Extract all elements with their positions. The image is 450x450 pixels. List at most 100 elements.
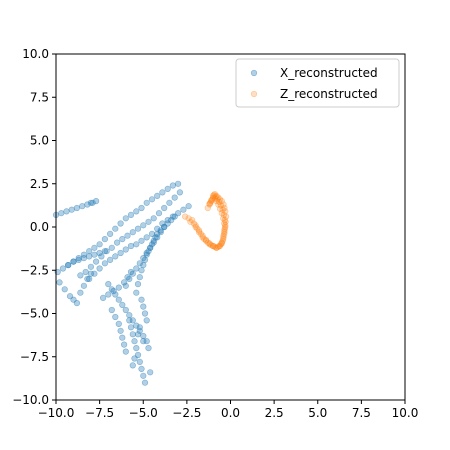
series-Z_reconstructed — [182, 191, 229, 250]
point-Z_reconstructed-63 — [221, 231, 227, 237]
point-X_reconstructed-59 — [123, 247, 129, 253]
point-X_reconstructed-55 — [102, 261, 108, 267]
point-X_reconstructed-28 — [160, 190, 166, 196]
x-tick-label: 10.0 — [392, 406, 419, 420]
point-X_reconstructed-166 — [106, 292, 112, 298]
point-X_reconstructed-164 — [116, 285, 122, 291]
point-X_reconstructed-152 — [142, 311, 148, 317]
point-X_reconstructed-91 — [109, 307, 115, 313]
point-X_reconstructed-16 — [97, 242, 103, 248]
point-X_reconstructed-19 — [113, 226, 119, 232]
point-X_reconstructed-89 — [85, 276, 91, 282]
point-X_reconstructed-160 — [147, 370, 153, 376]
point-X_reconstructed-9 — [93, 198, 99, 204]
point-X_reconstructed-134 — [151, 240, 157, 246]
legend-marker-Z_reconstructed — [251, 91, 257, 97]
y-tick-label: −10.0 — [12, 393, 49, 407]
x-tick-label: −2.5 — [172, 406, 201, 420]
point-X_reconstructed-5 — [79, 203, 85, 209]
point-X_reconstructed-161 — [128, 269, 134, 275]
point-X_reconstructed-63 — [144, 235, 150, 241]
point-X_reconstructed-102 — [134, 345, 140, 351]
point-X_reconstructed-24 — [139, 205, 145, 211]
point-X_reconstructed-31 — [175, 181, 181, 187]
point-X_reconstructed-40 — [120, 236, 126, 242]
point-X_reconstructed-142 — [120, 302, 126, 308]
point-X_reconstructed-73 — [60, 266, 66, 272]
point-X_reconstructed-76 — [76, 257, 82, 263]
legend-label: X_reconstructed — [280, 66, 378, 80]
point-X_reconstructed-75 — [71, 259, 77, 265]
point-X_reconstructed-20 — [118, 221, 124, 227]
x-tick-label: −10.0 — [38, 406, 75, 420]
y-tick-label: 5.0 — [30, 134, 49, 148]
point-X_reconstructed-138 — [106, 281, 112, 287]
point-X_reconstructed-57 — [113, 254, 119, 260]
point-X_reconstructed-22 — [128, 212, 134, 218]
point-X_reconstructed-151 — [141, 304, 147, 310]
point-X_reconstructed-18 — [107, 231, 113, 237]
point-X_reconstructed-47 — [156, 210, 162, 216]
point-X_reconstructed-41 — [125, 233, 131, 239]
point-X_reconstructed-92 — [113, 314, 119, 320]
point-X_reconstructed-148 — [141, 333, 147, 339]
point-X_reconstructed-141 — [116, 297, 122, 303]
point-X_reconstructed-111 — [139, 268, 145, 274]
point-X_reconstructed-129 — [134, 266, 140, 272]
point-X_reconstructed-154 — [137, 325, 143, 331]
point-X_reconstructed-34 — [88, 264, 94, 270]
point-X_reconstructed-27 — [154, 193, 160, 199]
point-X_reconstructed-157 — [146, 345, 152, 351]
point-X_reconstructed-106 — [141, 373, 147, 379]
y-tick-label: 2.5 — [30, 177, 49, 191]
point-X_reconstructed-83 — [62, 287, 68, 293]
x-tick-label: 2.5 — [265, 406, 284, 420]
point-X_reconstructed-23 — [134, 209, 140, 215]
point-X_reconstructed-167 — [100, 295, 106, 301]
series-X_reconstructed — [53, 181, 191, 386]
point-X_reconstructed-87 — [78, 290, 84, 296]
point-X_reconstructed-46 — [151, 216, 157, 222]
point-X_reconstructed-4 — [74, 205, 80, 211]
x-tick-label: 7.5 — [352, 406, 371, 420]
point-X_reconstructed-125 — [172, 214, 178, 220]
x-tick-label: 0.0 — [221, 406, 240, 420]
point-X_reconstructed-162 — [125, 274, 131, 280]
point-X_reconstructed-104 — [137, 359, 143, 365]
point-X_reconstructed-1 — [58, 210, 64, 216]
point-X_reconstructed-156 — [141, 338, 147, 344]
point-X_reconstructed-97 — [123, 349, 129, 355]
point-X_reconstructed-88 — [81, 283, 87, 289]
point-X_reconstructed-108 — [134, 290, 140, 296]
point-X_reconstructed-29 — [165, 186, 171, 192]
point-X_reconstructed-99 — [128, 325, 134, 331]
point-X_reconstructed-42 — [130, 229, 136, 235]
point-X_reconstructed-26 — [149, 197, 155, 203]
point-Z_reconstructed-62 — [220, 236, 226, 242]
x-tick-label: −5.0 — [129, 406, 158, 420]
point-X_reconstructed-25 — [144, 200, 150, 206]
point-X_reconstructed-74 — [65, 262, 71, 268]
point-Z_reconstructed-74 — [207, 201, 213, 207]
point-X_reconstructed-94 — [118, 328, 124, 334]
point-X_reconstructed-60 — [128, 243, 134, 249]
legend-label: Z_reconstructed — [280, 87, 378, 101]
point-X_reconstructed-107 — [142, 380, 148, 386]
point-X_reconstructed-43 — [135, 226, 141, 232]
legend-marker-X_reconstructed — [251, 70, 257, 76]
point-X_reconstructed-150 — [139, 297, 145, 303]
point-X_reconstructed-78 — [86, 254, 92, 260]
point-Z_reconstructed-53 — [193, 223, 199, 229]
point-X_reconstructed-17 — [102, 236, 108, 242]
point-X_reconstructed-62 — [139, 238, 145, 244]
x-tick-label: 5.0 — [308, 406, 327, 420]
point-X_reconstructed-51 — [177, 190, 183, 196]
point-X_reconstructed-136 — [158, 229, 164, 235]
point-Z_reconstructed-54 — [196, 228, 202, 234]
point-X_reconstructed-61 — [134, 242, 140, 248]
point-X_reconstructed-86 — [74, 300, 80, 306]
point-X_reconstructed-95 — [120, 335, 126, 341]
point-X_reconstructed-33 — [83, 269, 89, 275]
y-tick-label: −7.5 — [20, 350, 49, 364]
point-X_reconstructed-80 — [97, 250, 103, 256]
